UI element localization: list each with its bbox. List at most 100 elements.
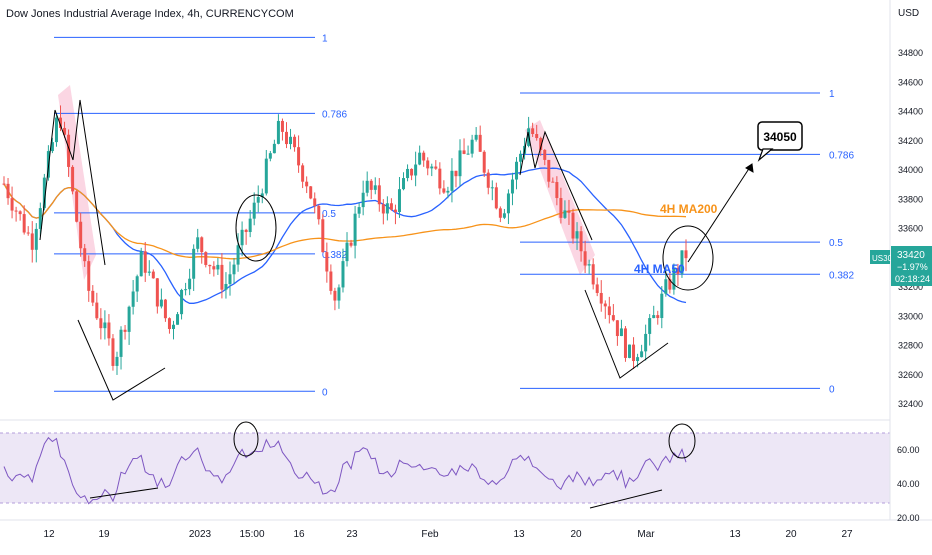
ma50-label: 4H MA50 xyxy=(634,262,685,276)
chart-title: Dow Jones Industrial Average Index, 4h, … xyxy=(6,8,294,20)
candle-body xyxy=(498,208,502,218)
target-callout-box xyxy=(757,121,803,151)
fib-level-label: 0.5 xyxy=(829,238,843,249)
circle-breakout-left xyxy=(235,194,277,262)
candle-body xyxy=(309,186,313,199)
candle-body xyxy=(519,153,523,162)
candle-body xyxy=(63,127,67,135)
candle-body xyxy=(58,117,62,128)
price-tick-label: 34600 xyxy=(898,77,923,87)
candle-body xyxy=(579,231,583,252)
candle-body xyxy=(224,284,228,290)
candle-body xyxy=(204,252,208,265)
candle-body xyxy=(607,306,611,316)
candle-body xyxy=(248,218,252,233)
last-price-badge: US30 33420 −1.97% 02:18:24 xyxy=(870,246,932,286)
candle-body xyxy=(184,289,188,291)
candle-body xyxy=(50,142,54,152)
candle-body xyxy=(107,322,111,339)
rsi-tick-label: 60.00 xyxy=(897,445,920,455)
time-tick-label: 15:00 xyxy=(239,529,264,540)
candle-body xyxy=(337,287,341,301)
last-price-value: 33420 xyxy=(897,250,925,261)
candle-body xyxy=(458,150,462,177)
price-tick-label: 32800 xyxy=(898,341,923,351)
candle-body xyxy=(95,302,99,319)
candle-body xyxy=(583,251,587,266)
price-tick-label: 32400 xyxy=(898,399,923,409)
candle-body xyxy=(216,264,220,270)
ma50-line xyxy=(3,167,687,304)
candle-body xyxy=(317,205,321,220)
price-tick-label: 34800 xyxy=(898,48,923,58)
fib-level-label: 0 xyxy=(829,384,835,395)
price-tick-label: 34200 xyxy=(898,136,923,146)
fib-level-label: 0.786 xyxy=(829,150,854,161)
price-axis[interactable]: 3480034600344003420034000338003360033400… xyxy=(898,48,923,409)
candle-body xyxy=(42,177,46,209)
price-badge-box xyxy=(891,246,932,286)
candle-body xyxy=(163,299,167,319)
candle-body xyxy=(369,180,373,190)
candle-body xyxy=(10,198,14,211)
left-bottom-wedge xyxy=(77,319,166,401)
candle-body xyxy=(571,212,575,239)
candle-body xyxy=(188,278,192,290)
time-tick-label: 19 xyxy=(98,529,110,540)
candle-body xyxy=(611,315,615,321)
candle-body xyxy=(236,245,240,265)
candle-body xyxy=(442,188,446,193)
time-tick-label: Mar xyxy=(637,529,655,540)
candle-body xyxy=(430,166,434,169)
candle-body xyxy=(111,338,115,366)
fib-level-label: 1 xyxy=(829,89,835,100)
candle-body xyxy=(418,152,422,165)
candle-body xyxy=(462,150,466,154)
price-tick-label: 33600 xyxy=(898,224,923,234)
candle-body xyxy=(422,152,426,161)
candle-body xyxy=(34,228,38,250)
candle-body xyxy=(551,181,555,183)
price-tick-label: 33200 xyxy=(898,282,923,292)
candle-body xyxy=(151,271,155,279)
candle-body xyxy=(293,136,297,148)
candle-body xyxy=(341,261,345,288)
candle-body xyxy=(147,271,151,273)
projection-arrowhead xyxy=(745,163,754,173)
candle-body xyxy=(454,170,458,177)
pattern-drawings xyxy=(39,99,754,509)
candle-body xyxy=(115,356,119,366)
target-callout[interactable]: 34050 xyxy=(757,121,803,162)
candle-body xyxy=(494,187,498,209)
candle-body xyxy=(470,139,474,154)
candle-body xyxy=(478,134,482,152)
candle-body xyxy=(575,231,579,239)
left-zigzag xyxy=(39,99,106,266)
decline-highlight-left xyxy=(58,85,96,280)
candle-body xyxy=(414,164,418,176)
rsi-tick-label: 20.00 xyxy=(897,513,920,523)
price-tick-label: 34400 xyxy=(898,107,923,117)
candle-body xyxy=(284,131,288,145)
rsi-indicator xyxy=(3,436,687,505)
time-axis[interactable]: 12 19 2023 15:00 16 23 Feb 13 20 Mar 13 20 27 xyxy=(43,529,853,540)
candle-body xyxy=(6,183,10,199)
candle-body xyxy=(119,329,123,357)
bar-countdown: 02:18:24 xyxy=(895,274,930,284)
candle-body xyxy=(280,120,284,132)
candle-body xyxy=(652,315,656,319)
fib-level-label: 0.5 xyxy=(322,209,336,220)
candle-body xyxy=(474,134,478,140)
candle-body xyxy=(555,182,559,199)
candle-body xyxy=(260,193,264,198)
candle-body xyxy=(547,159,551,182)
price-tick-label: 32600 xyxy=(898,370,923,380)
candle-body xyxy=(543,149,547,160)
price-pane[interactable] xyxy=(0,0,890,420)
candle-body xyxy=(276,120,280,144)
right-bottom-wedge xyxy=(584,289,669,379)
candle-body xyxy=(244,229,248,233)
candle-body xyxy=(636,357,640,362)
candle-body xyxy=(301,165,305,182)
